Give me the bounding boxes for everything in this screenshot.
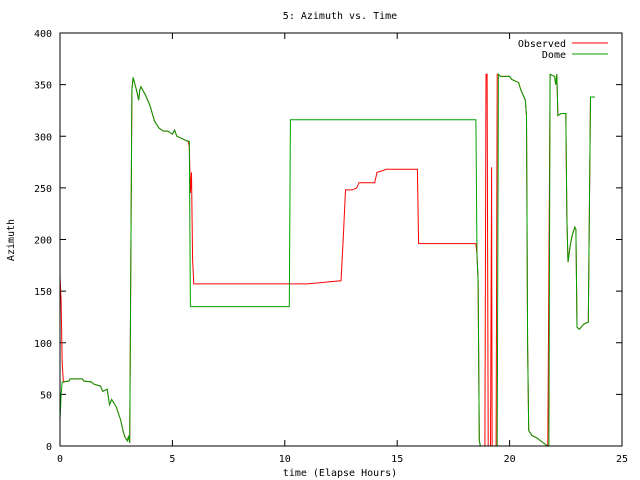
y-tick-label: 400 [34, 29, 52, 40]
y-tick-label: 200 [34, 236, 52, 247]
x-tick-label: 25 [616, 454, 628, 465]
series-line-dome [59, 73, 595, 447]
legend-label-observed: Observed [518, 39, 566, 50]
chart-title: 5: Azimuth vs. Time [283, 11, 397, 22]
x-axis-label: time (Elapse Hours) [283, 468, 397, 479]
y-tick-label: 0 [46, 442, 52, 453]
y-axis-label: Azimuth [6, 219, 17, 261]
series-layer [59, 73, 595, 447]
x-tick-label: 10 [279, 454, 291, 465]
y-tick-label: 250 [34, 184, 52, 195]
x-tick-label: 5 [169, 454, 175, 465]
y-tick-label: 350 [34, 81, 52, 92]
legend-label-dome: Dome [542, 50, 566, 61]
y-tick-label: 100 [34, 339, 52, 350]
x-tick-label: 15 [391, 454, 403, 465]
x-tick-label: 0 [57, 454, 63, 465]
y-tick-label: 50 [40, 390, 52, 401]
plot-frame [59, 32, 623, 447]
y-tick-label: 150 [34, 287, 52, 298]
x-tick-label: 20 [504, 454, 516, 465]
y-tick-label: 300 [34, 132, 52, 143]
